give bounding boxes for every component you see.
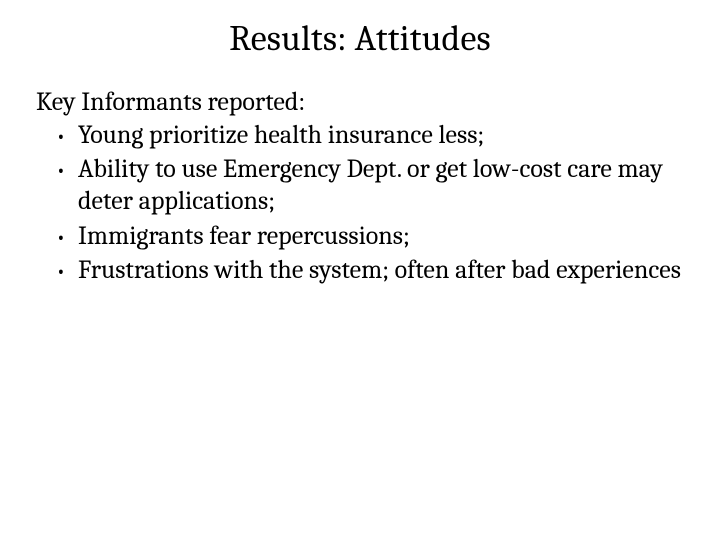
- list-item: Ability to use Emergency Dept. or get lo…: [36, 153, 684, 217]
- list-item: Young prioritize health insurance less;: [36, 119, 684, 151]
- slide: Results: Attitudes Key Informants report…: [0, 0, 720, 540]
- bullet-list: Young prioritize health insurance less; …: [36, 119, 684, 286]
- list-item: Immigrants fear repercussions;: [36, 220, 684, 252]
- list-item: Frustrations with the system; often afte…: [36, 254, 684, 286]
- slide-title: Results: Attitudes: [36, 18, 684, 59]
- intro-text: Key Informants reported:: [36, 87, 684, 117]
